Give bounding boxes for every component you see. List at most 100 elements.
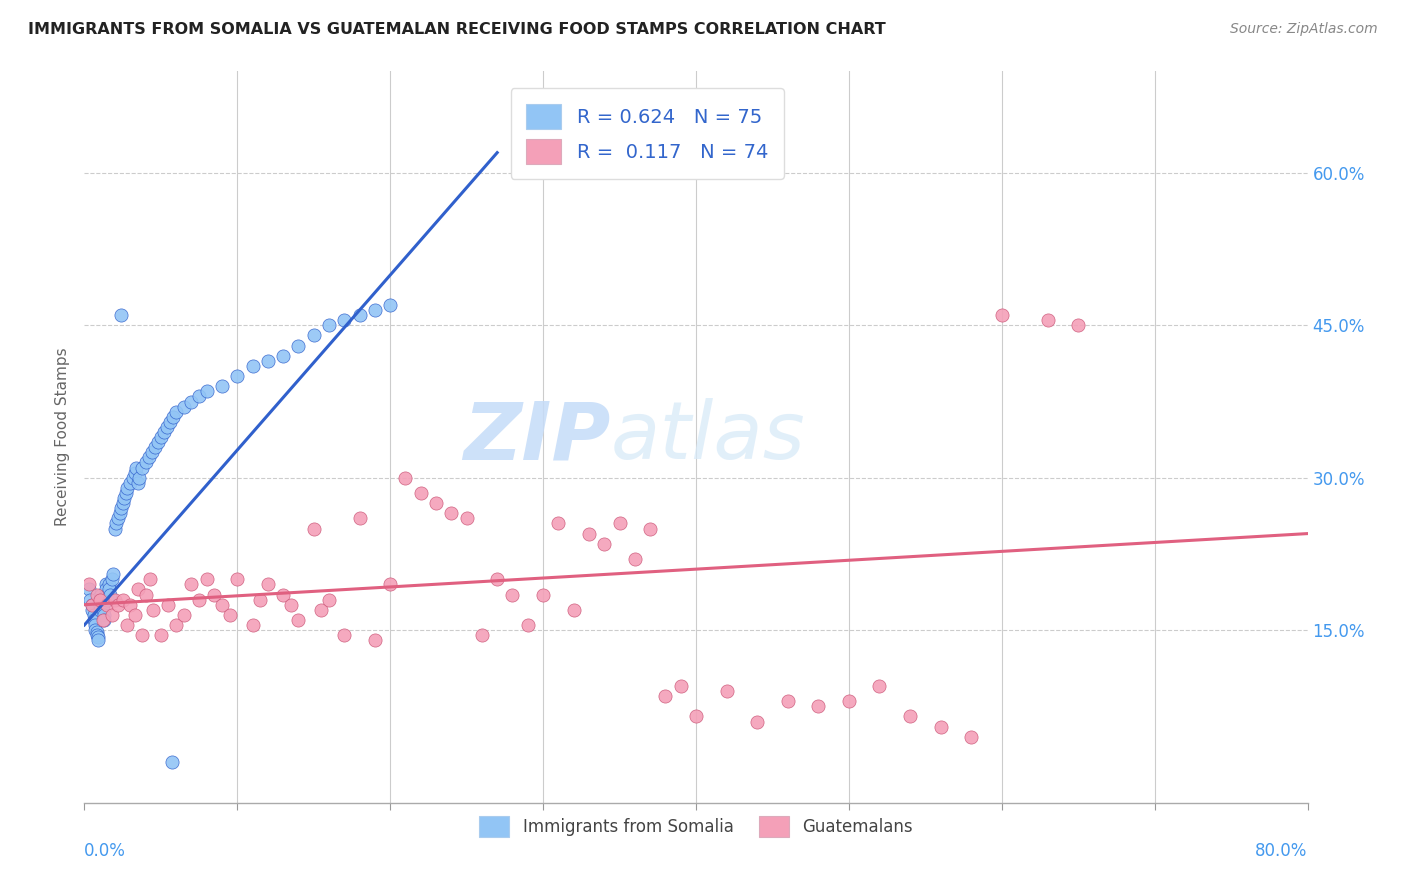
Point — [280, 598, 302, 612]
Point — [127, 475, 149, 490]
Point — [124, 466, 146, 480]
Point — [638, 521, 661, 535]
Point — [80, 603, 103, 617]
Point — [93, 607, 115, 622]
Point — [149, 628, 172, 642]
Point — [287, 338, 309, 352]
Point — [87, 633, 110, 648]
Point — [77, 577, 100, 591]
Point — [79, 592, 101, 607]
Point — [162, 409, 184, 424]
Point — [211, 598, 233, 612]
Point — [160, 755, 183, 769]
Point — [108, 506, 131, 520]
Legend: Immigrants from Somalia, Guatemalans: Immigrants from Somalia, Guatemalans — [471, 807, 921, 846]
Point — [146, 435, 169, 450]
Point — [188, 389, 211, 403]
Text: 0.0%: 0.0% — [84, 842, 127, 860]
Point — [86, 625, 108, 640]
Point — [180, 577, 202, 591]
Point — [838, 694, 860, 708]
Point — [93, 613, 115, 627]
Point — [110, 308, 132, 322]
Point — [218, 607, 240, 622]
Point — [89, 603, 111, 617]
Point — [120, 475, 142, 490]
Point — [110, 501, 132, 516]
Point — [869, 679, 891, 693]
Point — [122, 471, 145, 485]
Point — [226, 572, 249, 586]
Point — [120, 598, 142, 612]
Point — [349, 308, 371, 322]
Point — [271, 349, 294, 363]
Point — [153, 425, 176, 439]
Point — [669, 679, 692, 693]
Point — [104, 592, 127, 607]
Point — [364, 633, 387, 648]
Point — [86, 628, 108, 642]
Text: 80.0%: 80.0% — [1256, 842, 1308, 860]
Point — [139, 572, 162, 586]
Point — [202, 588, 225, 602]
Point — [103, 567, 125, 582]
Point — [562, 603, 585, 617]
Point — [716, 684, 738, 698]
Point — [91, 613, 114, 627]
Point — [302, 328, 325, 343]
Point — [318, 318, 340, 333]
Point — [173, 400, 195, 414]
Point — [143, 440, 166, 454]
Point — [87, 630, 110, 644]
Point — [502, 588, 524, 602]
Point — [124, 607, 146, 622]
Point — [188, 592, 211, 607]
Point — [165, 405, 187, 419]
Point — [127, 582, 149, 597]
Point — [111, 496, 134, 510]
Point — [311, 603, 333, 617]
Point — [380, 577, 402, 591]
Point — [257, 354, 280, 368]
Point — [157, 598, 180, 612]
Text: IMMIGRANTS FROM SOMALIA VS GUATEMALAN RECEIVING FOOD STAMPS CORRELATION CHART: IMMIGRANTS FROM SOMALIA VS GUATEMALAN RE… — [28, 22, 886, 37]
Point — [114, 486, 136, 500]
Point — [425, 496, 447, 510]
Point — [96, 588, 118, 602]
Point — [318, 592, 340, 607]
Point — [77, 582, 100, 597]
Point — [898, 709, 921, 723]
Point — [149, 430, 172, 444]
Point — [593, 537, 616, 551]
Point — [97, 577, 120, 591]
Point — [115, 481, 138, 495]
Point — [80, 598, 103, 612]
Point — [98, 588, 121, 602]
Point — [685, 709, 707, 723]
Point — [516, 618, 538, 632]
Point — [115, 618, 138, 632]
Point — [991, 308, 1014, 322]
Point — [807, 699, 830, 714]
Point — [97, 582, 120, 597]
Point — [142, 603, 165, 617]
Point — [83, 607, 105, 622]
Point — [333, 313, 356, 327]
Point — [195, 384, 218, 399]
Point — [128, 471, 150, 485]
Point — [105, 516, 128, 531]
Point — [83, 613, 105, 627]
Point — [141, 445, 163, 459]
Point — [394, 471, 416, 485]
Point — [195, 572, 218, 586]
Point — [364, 303, 387, 318]
Point — [96, 598, 118, 612]
Point — [91, 603, 114, 617]
Point — [90, 588, 112, 602]
Point — [409, 486, 432, 500]
Point — [86, 588, 108, 602]
Point — [89, 592, 111, 607]
Point — [257, 577, 280, 591]
Point — [929, 720, 952, 734]
Point — [94, 582, 117, 597]
